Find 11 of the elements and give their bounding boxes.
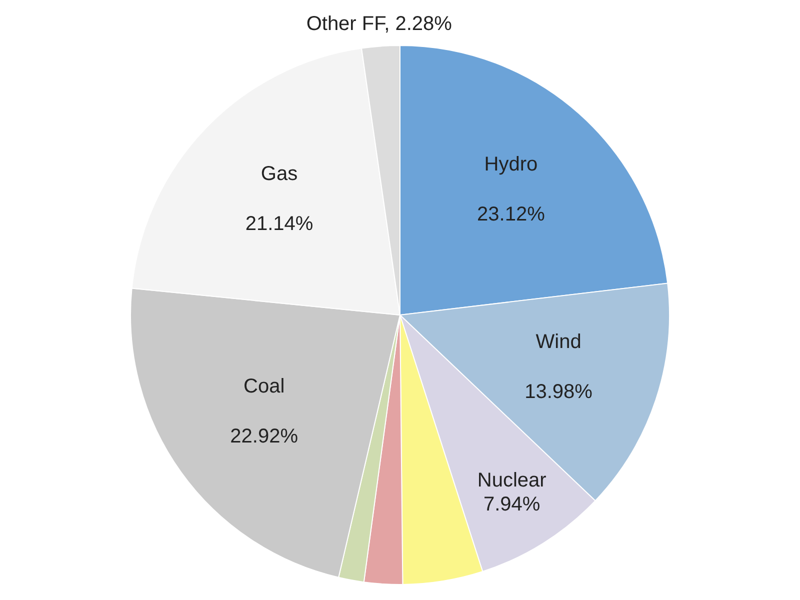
data-label: 22.92%: [230, 426, 298, 448]
slice-label: Wind: [536, 331, 582, 354]
slice-label: Gas: [260, 162, 298, 185]
slice-label: Nuclear: [477, 469, 547, 492]
slice-label: Hydro: [484, 154, 538, 176]
data-label: 7.94%: [483, 493, 540, 516]
slice-label: Other FF, 2.28%: [306, 12, 452, 35]
data-label: 21.14%: [245, 212, 314, 235]
data-label: 23.12%: [477, 204, 546, 226]
slice-label: Coal: [244, 376, 285, 398]
data-label: 13.98%: [524, 381, 593, 404]
